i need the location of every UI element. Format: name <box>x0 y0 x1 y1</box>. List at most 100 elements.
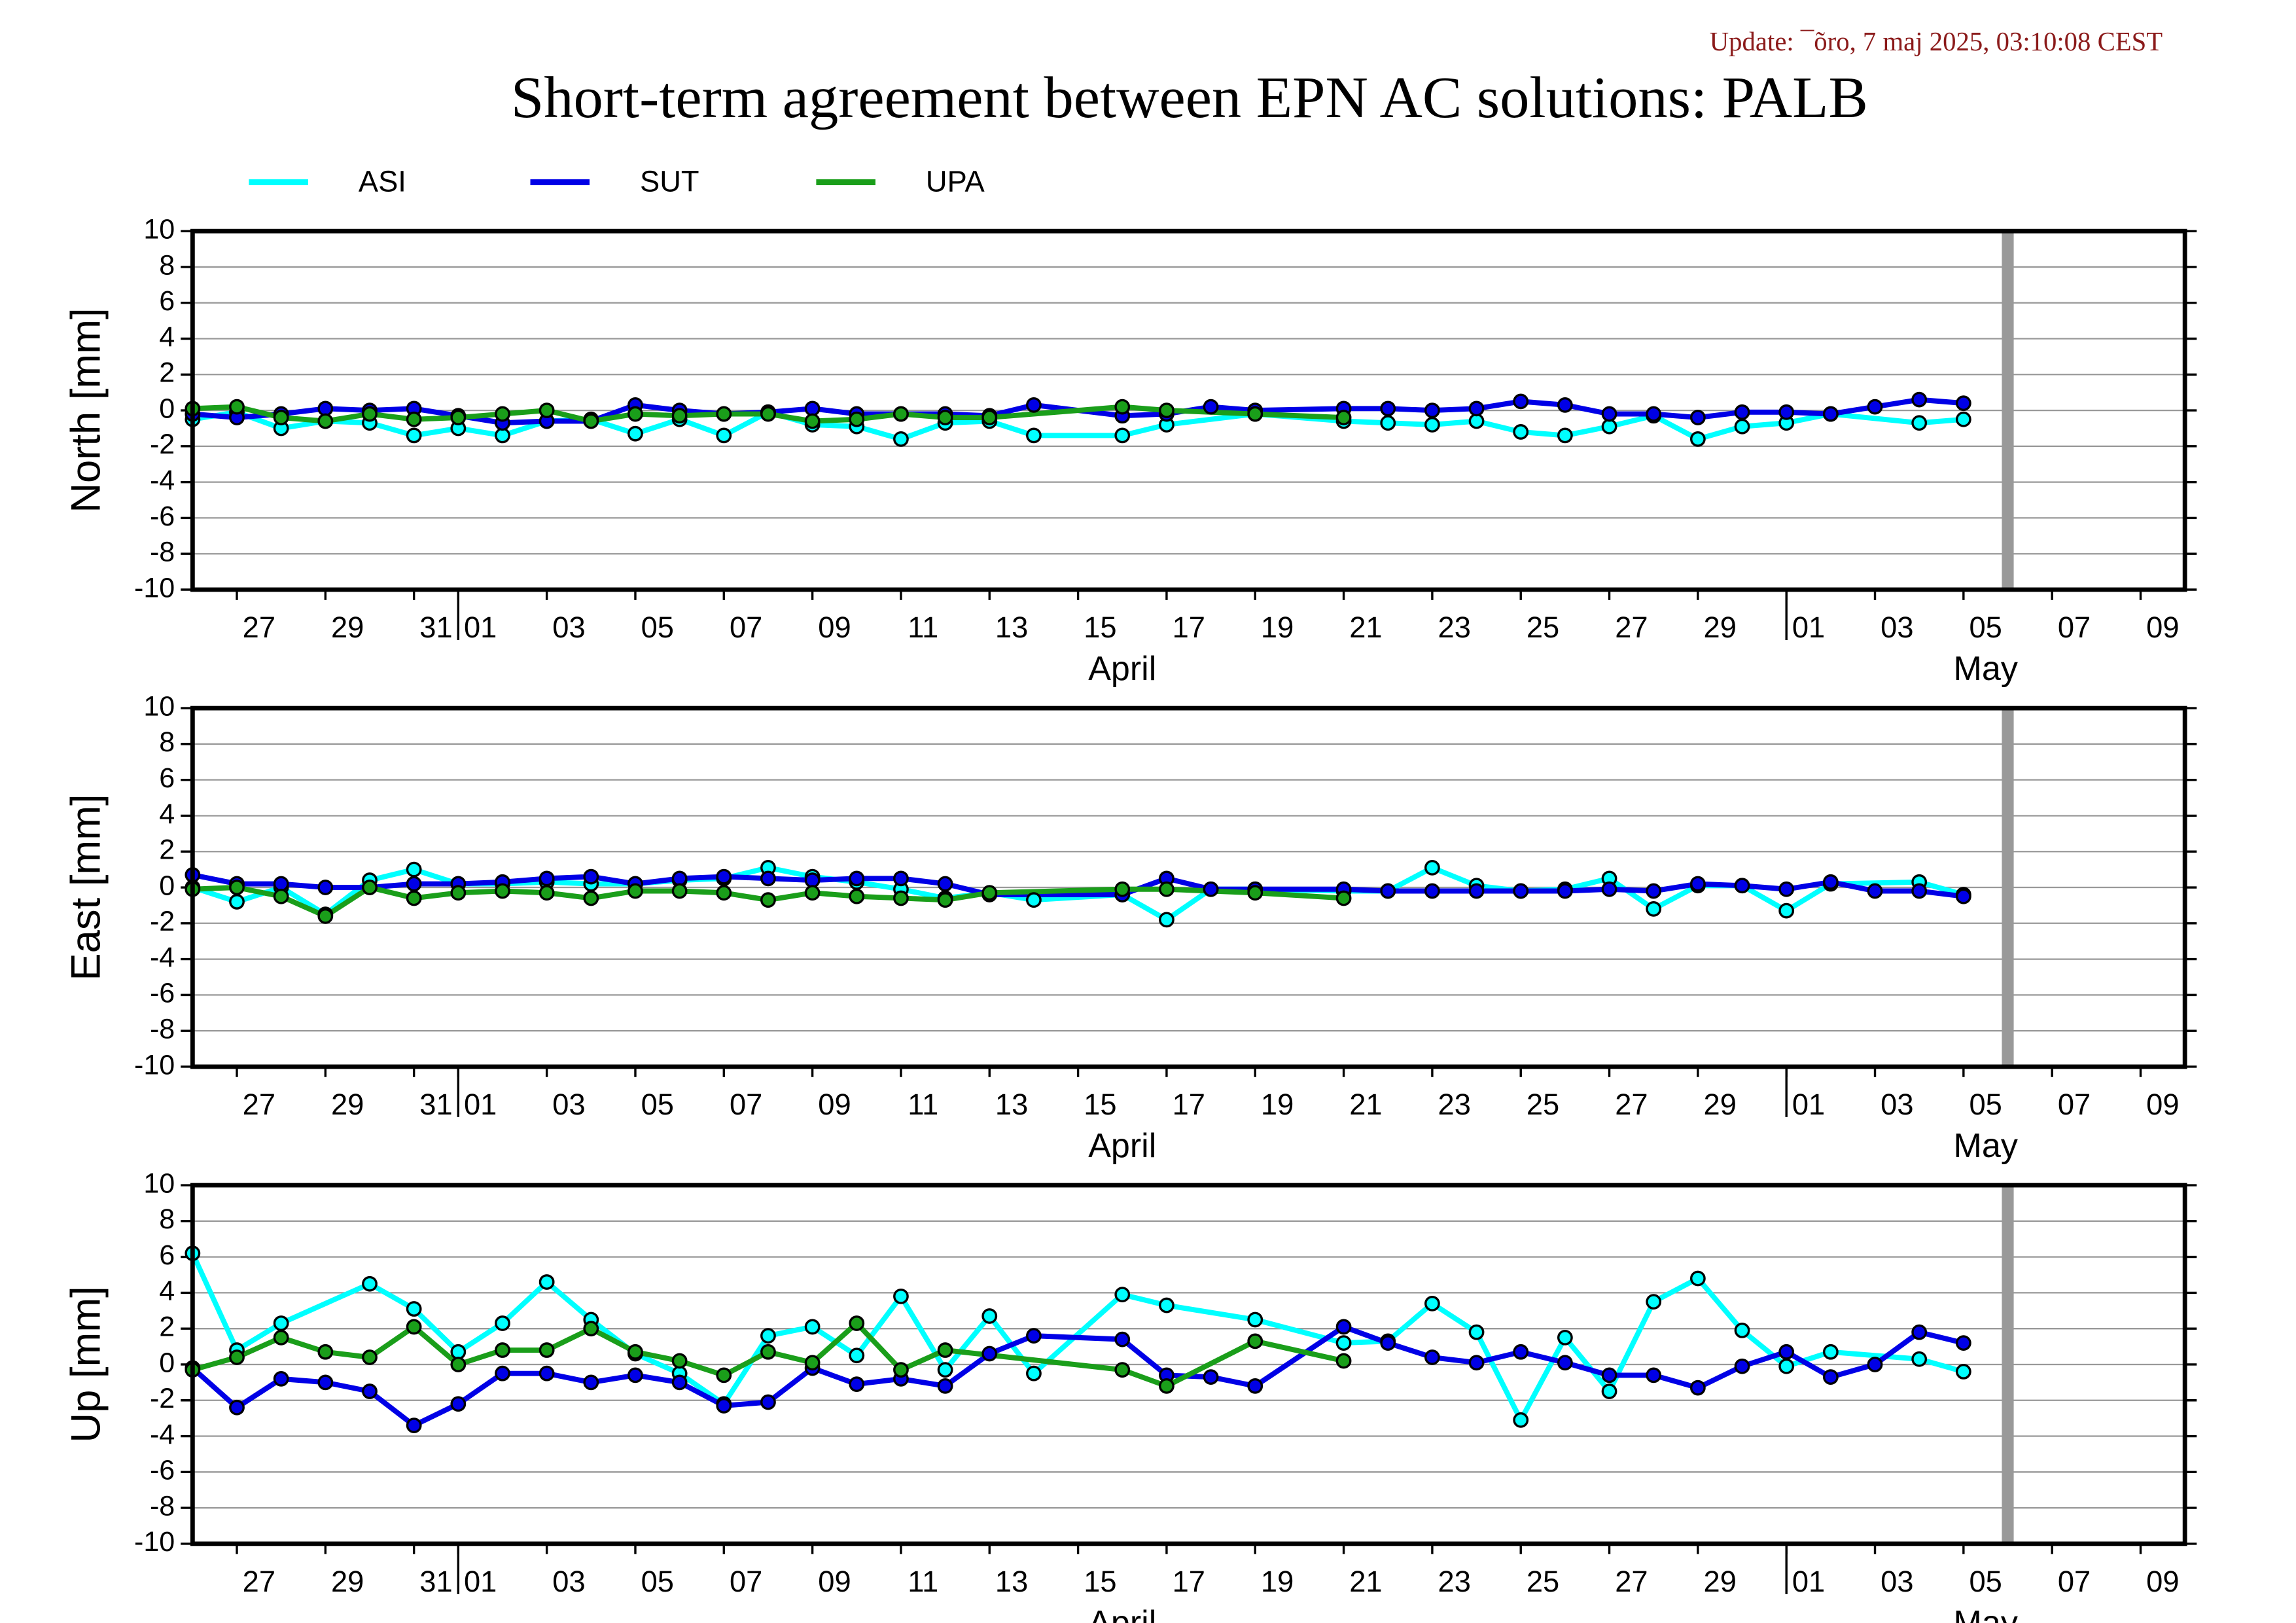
data-point <box>1689 876 1706 892</box>
data-point <box>1689 410 1706 425</box>
data-point <box>627 425 643 442</box>
current-marker <box>2002 708 2014 1067</box>
data-point <box>317 401 334 417</box>
data-point <box>849 1315 865 1331</box>
x-tick-label: 27 <box>243 611 275 644</box>
data-point <box>1159 1378 1174 1394</box>
y-tick-label: 6 <box>159 762 175 794</box>
data-point <box>495 1365 510 1382</box>
data-point <box>1026 892 1042 908</box>
y-tick-label: 4 <box>159 798 175 830</box>
x-tick-label: 05 <box>641 1565 674 1598</box>
data-point <box>716 885 732 901</box>
data-point <box>804 401 821 417</box>
x-tick-label: 25 <box>1527 611 1559 644</box>
x-tick-label: 09 <box>2146 611 2179 644</box>
x-tick-label: 25 <box>1527 1565 1559 1598</box>
data-point <box>804 885 821 901</box>
data-point <box>539 402 555 418</box>
data-point <box>1026 1365 1042 1382</box>
data-point <box>893 890 909 906</box>
data-point <box>1822 1369 1839 1385</box>
x-tick-label: 31 <box>419 1565 452 1598</box>
x-tick-label: 09 <box>818 1565 851 1598</box>
data-point <box>1955 1335 1971 1351</box>
data-point <box>406 1418 422 1433</box>
data-point <box>1468 1324 1485 1340</box>
x-tick-label: 03 <box>1881 1565 1913 1598</box>
x-tick-label: 05 <box>641 611 674 644</box>
y-tick-label: -2 <box>150 429 175 460</box>
data-point <box>671 408 688 424</box>
data-point <box>937 1378 953 1394</box>
data-point <box>1114 399 1131 415</box>
data-point <box>1689 1270 1706 1287</box>
data-point <box>1335 1335 1352 1351</box>
data-point <box>937 1342 953 1358</box>
series-line <box>192 1321 1345 1389</box>
data-point <box>539 870 555 887</box>
data-point <box>1557 397 1573 413</box>
data-point <box>1867 399 1883 415</box>
legend-label: SUT <box>640 165 699 198</box>
data-point <box>362 1349 378 1365</box>
legend-label: UPA <box>926 165 985 198</box>
data-point <box>273 1329 289 1346</box>
data-point <box>1247 1311 1263 1328</box>
data-point <box>273 888 289 904</box>
data-point <box>273 410 289 425</box>
current-marker <box>2002 231 2014 590</box>
data-point <box>539 1365 555 1382</box>
x-tick-label: 01 <box>1792 1565 1825 1598</box>
data-point <box>1424 1349 1440 1365</box>
x-tick-label: 03 <box>552 1565 585 1598</box>
data-point <box>1114 881 1131 897</box>
data-point <box>1646 883 1662 899</box>
data-point <box>1114 1362 1131 1378</box>
data-point <box>1911 391 1928 408</box>
data-point <box>1557 1329 1573 1346</box>
x-tick-label: 07 <box>2058 611 2091 644</box>
y-tick-label: 2 <box>159 357 175 389</box>
data-point <box>627 883 643 899</box>
y-tick-label: 0 <box>159 393 175 424</box>
data-point <box>1026 427 1042 444</box>
data-point <box>406 411 422 427</box>
y-tick-label: -6 <box>150 501 175 532</box>
data-point <box>1955 1364 1971 1380</box>
x-tick-label: 03 <box>1881 1088 1913 1121</box>
data-point <box>1778 1344 1795 1360</box>
y-tick-label: 4 <box>159 1275 175 1307</box>
data-point <box>1513 393 1529 410</box>
y-tick-label: 0 <box>159 870 175 901</box>
data-point <box>1601 406 1617 422</box>
data-point <box>1557 1355 1573 1371</box>
data-point <box>1513 1344 1529 1360</box>
data-point <box>317 1374 334 1391</box>
data-point <box>406 1319 422 1335</box>
data-point <box>1646 901 1662 917</box>
data-point <box>937 1362 953 1378</box>
data-point <box>1557 427 1573 444</box>
y-tick-label: -4 <box>150 1419 175 1450</box>
x-tick-label: 29 <box>331 611 364 644</box>
data-point <box>804 413 821 429</box>
x-tick-label: 23 <box>1438 1088 1471 1121</box>
x-tick-label: 01 <box>464 1088 497 1121</box>
data-point <box>583 413 599 429</box>
data-point <box>1424 402 1440 418</box>
plot-frame <box>190 1183 2187 1546</box>
data-point <box>1114 427 1131 444</box>
x-tick-label: 05 <box>641 1088 674 1121</box>
data-point <box>1335 890 1352 906</box>
data-point <box>1822 406 1839 422</box>
plot-frame <box>190 228 2187 592</box>
data-point <box>1734 1323 1750 1338</box>
data-point <box>1335 410 1352 425</box>
x-tick-label: 11 <box>908 1088 938 1121</box>
x-tick-label: 01 <box>464 611 497 644</box>
data-point <box>1911 415 1928 431</box>
x-tick-label: 29 <box>331 1088 364 1121</box>
data-point <box>1646 1294 1662 1310</box>
